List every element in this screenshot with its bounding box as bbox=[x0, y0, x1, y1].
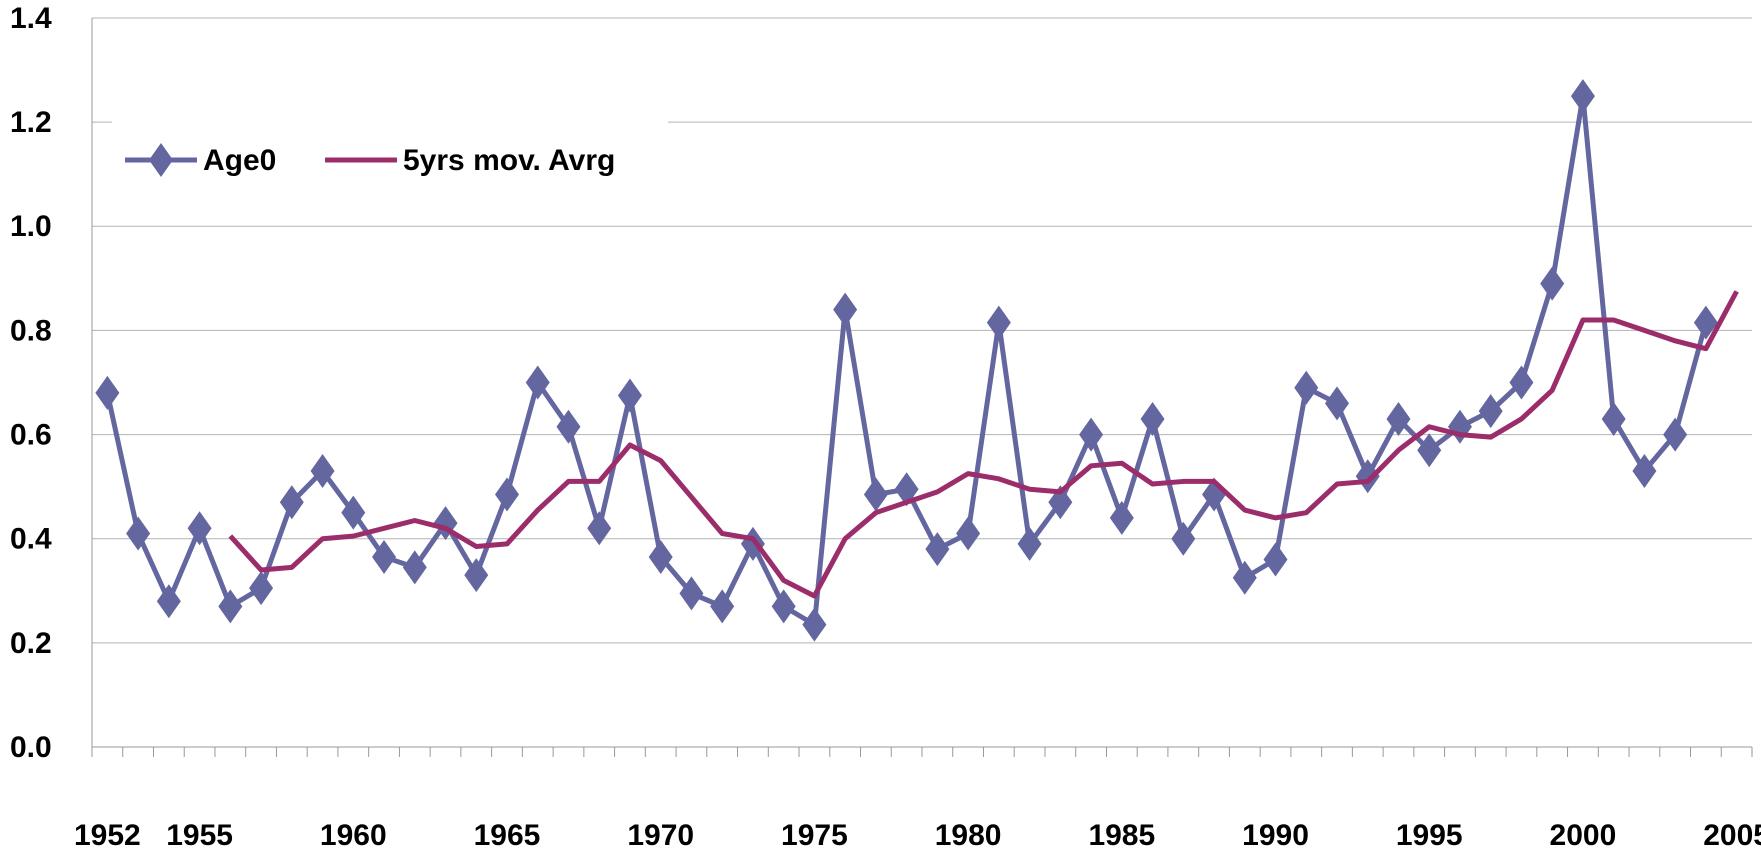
y-tick-label: 0.0 bbox=[10, 731, 52, 764]
marker bbox=[372, 539, 397, 574]
marker bbox=[710, 589, 735, 624]
marker bbox=[986, 305, 1011, 340]
x-tick-label: 1985 bbox=[1088, 819, 1155, 852]
y-tick-label: 0.8 bbox=[10, 314, 52, 347]
marker bbox=[925, 532, 950, 567]
marker bbox=[648, 539, 673, 574]
marker bbox=[464, 558, 489, 593]
marker bbox=[1693, 305, 1718, 340]
marker bbox=[1171, 521, 1196, 556]
marker bbox=[1632, 454, 1657, 489]
marker bbox=[495, 477, 519, 512]
marker bbox=[1232, 560, 1257, 595]
marker bbox=[771, 589, 796, 624]
marker bbox=[679, 576, 704, 611]
marker bbox=[1540, 266, 1565, 301]
marker bbox=[1601, 401, 1626, 436]
marker bbox=[1263, 542, 1288, 577]
legend-label: 5yrs mov. Avrg bbox=[403, 144, 615, 177]
marker bbox=[863, 477, 888, 512]
marker bbox=[126, 516, 151, 551]
x-tick-label: 2000 bbox=[1550, 819, 1617, 852]
marker bbox=[1570, 79, 1595, 114]
marker bbox=[556, 409, 581, 444]
y-tick-label: 1.2 bbox=[10, 106, 52, 139]
marker bbox=[525, 365, 550, 400]
x-tick-label: 1952 bbox=[74, 819, 141, 852]
marker bbox=[402, 550, 427, 585]
legend-label: Age0 bbox=[203, 144, 276, 177]
marker bbox=[1140, 401, 1165, 436]
marker bbox=[1355, 459, 1380, 494]
marker bbox=[1663, 417, 1688, 452]
marker bbox=[279, 485, 304, 520]
marker bbox=[1017, 526, 1042, 561]
marker bbox=[218, 589, 243, 624]
marker bbox=[95, 375, 120, 410]
x-tick-label: 1975 bbox=[781, 819, 848, 852]
marker bbox=[1478, 394, 1503, 429]
marker bbox=[833, 292, 858, 327]
marker bbox=[1294, 370, 1319, 405]
y-tick-label: 0.2 bbox=[10, 627, 52, 660]
marker bbox=[1109, 500, 1134, 535]
marker bbox=[802, 607, 827, 642]
marker bbox=[156, 584, 181, 619]
marker bbox=[1325, 386, 1349, 421]
y-tick-label: 1.0 bbox=[10, 210, 52, 243]
marker bbox=[1447, 409, 1472, 444]
marker bbox=[617, 378, 642, 413]
legend-marker bbox=[149, 143, 173, 177]
marker bbox=[1417, 433, 1442, 468]
marker bbox=[1509, 365, 1534, 400]
marker bbox=[249, 571, 274, 606]
x-tick-label: 1955 bbox=[166, 819, 233, 852]
series-line bbox=[228, 290, 1739, 599]
x-tick-label: 1970 bbox=[627, 819, 694, 852]
marker bbox=[1386, 401, 1411, 436]
x-tick-label: 1980 bbox=[935, 819, 1002, 852]
x-tick-label: 1990 bbox=[1242, 819, 1309, 852]
marker bbox=[187, 511, 212, 546]
x-tick-label: 1995 bbox=[1396, 819, 1463, 852]
legend-box bbox=[112, 110, 668, 190]
marker bbox=[956, 516, 981, 551]
marker bbox=[1079, 417, 1104, 452]
y-tick-label: 0.6 bbox=[10, 418, 52, 451]
marker bbox=[341, 495, 366, 530]
marker bbox=[587, 511, 612, 546]
x-tick-label: 1960 bbox=[320, 819, 387, 852]
y-tick-label: 1.4 bbox=[10, 2, 52, 35]
x-tick-label: 2005 bbox=[1703, 819, 1761, 852]
marker bbox=[310, 454, 335, 489]
x-tick-label: 1965 bbox=[474, 819, 541, 852]
y-tick-label: 0.4 bbox=[10, 523, 52, 556]
